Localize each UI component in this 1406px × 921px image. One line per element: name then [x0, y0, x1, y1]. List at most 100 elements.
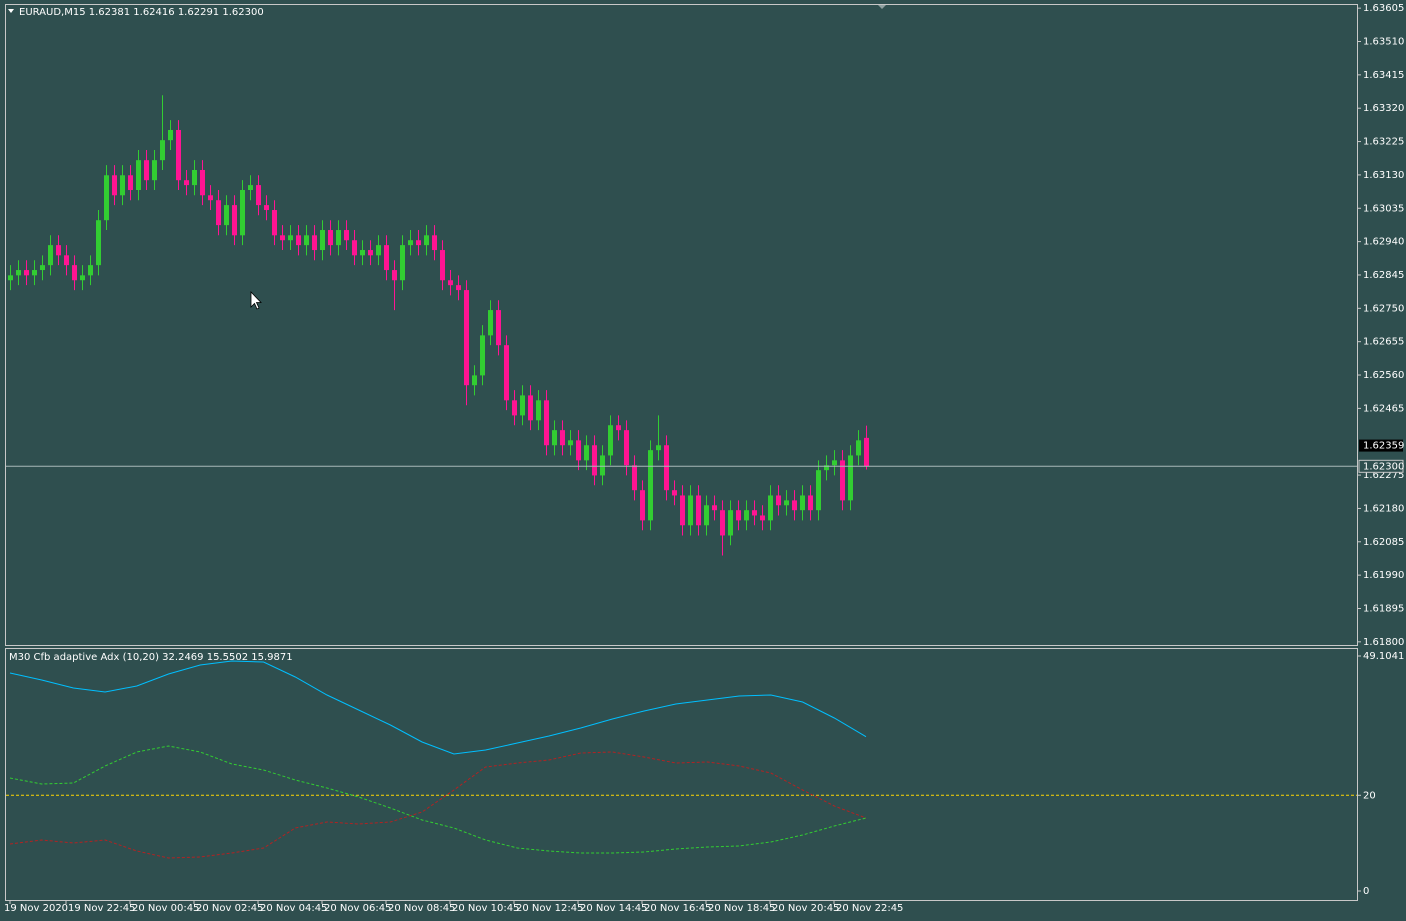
indicator-line [9, 751, 867, 859]
y-tick-label: 1.63035 [1363, 203, 1404, 214]
candle-body [32, 270, 37, 276]
candle-body [344, 230, 349, 241]
y-tick-label: 1.63415 [1363, 70, 1404, 81]
candle-body [784, 500, 789, 506]
candle-body [280, 235, 285, 241]
candle-body [688, 495, 693, 526]
x-tick-label: 20 Nov 22:45 [836, 903, 903, 914]
candle-body [232, 205, 237, 236]
candle-body [616, 425, 621, 431]
candle-body [168, 129, 173, 141]
candle-body [368, 250, 373, 256]
candle-body [112, 175, 117, 196]
candle-body [104, 175, 109, 221]
x-tick-label: 20 Nov 20:45 [772, 903, 839, 914]
candle-body [752, 510, 757, 516]
candle-body [448, 280, 453, 286]
chart-title: EURAUD,M15 1.62381 1.62416 1.62291 1.623… [19, 7, 264, 18]
candle-body [816, 470, 821, 511]
candle-body [496, 310, 501, 346]
candle-body [856, 440, 861, 456]
candle-body [160, 140, 165, 161]
candle-body [488, 310, 493, 336]
x-tick-label: 19 Nov 2020 [4, 903, 68, 914]
candle-body [720, 510, 725, 536]
candle-body [528, 395, 533, 421]
indicator-title: M30 Cfb adaptive Adx (10,20) 32.2469 15.… [9, 652, 293, 663]
candle-body [88, 265, 93, 276]
y-tick-label: 1.61895 [1363, 603, 1404, 614]
candle-body [840, 460, 845, 501]
candle-body [760, 515, 765, 521]
y-tick-label: 1.63225 [1363, 137, 1404, 148]
indicator-line [9, 660, 867, 755]
y-tick-label: 1.62845 [1363, 270, 1404, 281]
candle-body [544, 400, 549, 446]
candle-body [192, 170, 197, 186]
candle-body [648, 450, 653, 521]
candle-body [624, 430, 629, 466]
candle-body [600, 455, 605, 476]
candle-body [408, 240, 413, 246]
candle-body [768, 495, 773, 521]
candle-body [328, 230, 333, 246]
y-tick-label: 1.63130 [1363, 170, 1404, 181]
candle-body [808, 495, 813, 511]
candle-body [552, 430, 557, 446]
candle-body [64, 255, 69, 266]
x-tick-label: 20 Nov 16:45 [644, 903, 711, 914]
x-tick-label: 20 Nov 18:45 [708, 903, 775, 914]
ask-price-box [1359, 439, 1403, 452]
x-tick-label: 20 Nov 04:45 [260, 903, 327, 914]
candle-body [480, 335, 485, 376]
ask-price-label: 1.62359 [1363, 441, 1404, 452]
y-tick-label: 1.62655 [1363, 337, 1404, 348]
candle-body [464, 290, 469, 386]
candle-body [504, 345, 509, 401]
candle-body [16, 270, 21, 276]
candle-body [336, 230, 341, 246]
candle-body [208, 195, 213, 201]
candle-body [248, 185, 253, 191]
candle-body [560, 430, 565, 446]
x-tick-label: 20 Nov 06:45 [324, 903, 391, 914]
candle-body [392, 270, 397, 281]
indicator-frame [5, 648, 1358, 901]
candle-body [304, 235, 309, 246]
candle-body [240, 190, 245, 236]
candle-body [864, 437, 869, 467]
candle-body [216, 200, 221, 226]
y-tick-label: 1.61990 [1363, 570, 1404, 581]
candle-body [800, 495, 805, 511]
candle-body [512, 400, 517, 416]
last-price-box [1358, 459, 1404, 473]
candle-body [136, 160, 141, 191]
candle-body [176, 129, 181, 181]
y-tick-label: 49.1041 [1363, 651, 1404, 662]
last-price-label: 1.62300 [1363, 461, 1404, 472]
candle-body [416, 240, 421, 246]
candle-body [584, 445, 589, 461]
x-tick-label: 20 Nov 00:45 [132, 903, 199, 914]
y-tick-label: 1.62275 [1363, 470, 1404, 481]
candle-body [128, 175, 133, 191]
candle-body [24, 270, 29, 276]
candle-body [592, 445, 597, 476]
candle-body [272, 210, 277, 236]
candle-body [120, 175, 125, 196]
candle-body [728, 510, 733, 536]
y-tick-label: 1.62085 [1363, 537, 1404, 548]
candle-body [152, 160, 157, 181]
candle-body [704, 505, 709, 526]
candle-body [608, 425, 613, 456]
candle-body [80, 275, 85, 281]
menu-arrow[interactable] [8, 9, 14, 13]
candle-body [456, 285, 461, 291]
candle-body [664, 445, 669, 491]
main-frame [5, 4, 1358, 646]
candle-body [848, 455, 853, 501]
candle-body [792, 500, 797, 511]
